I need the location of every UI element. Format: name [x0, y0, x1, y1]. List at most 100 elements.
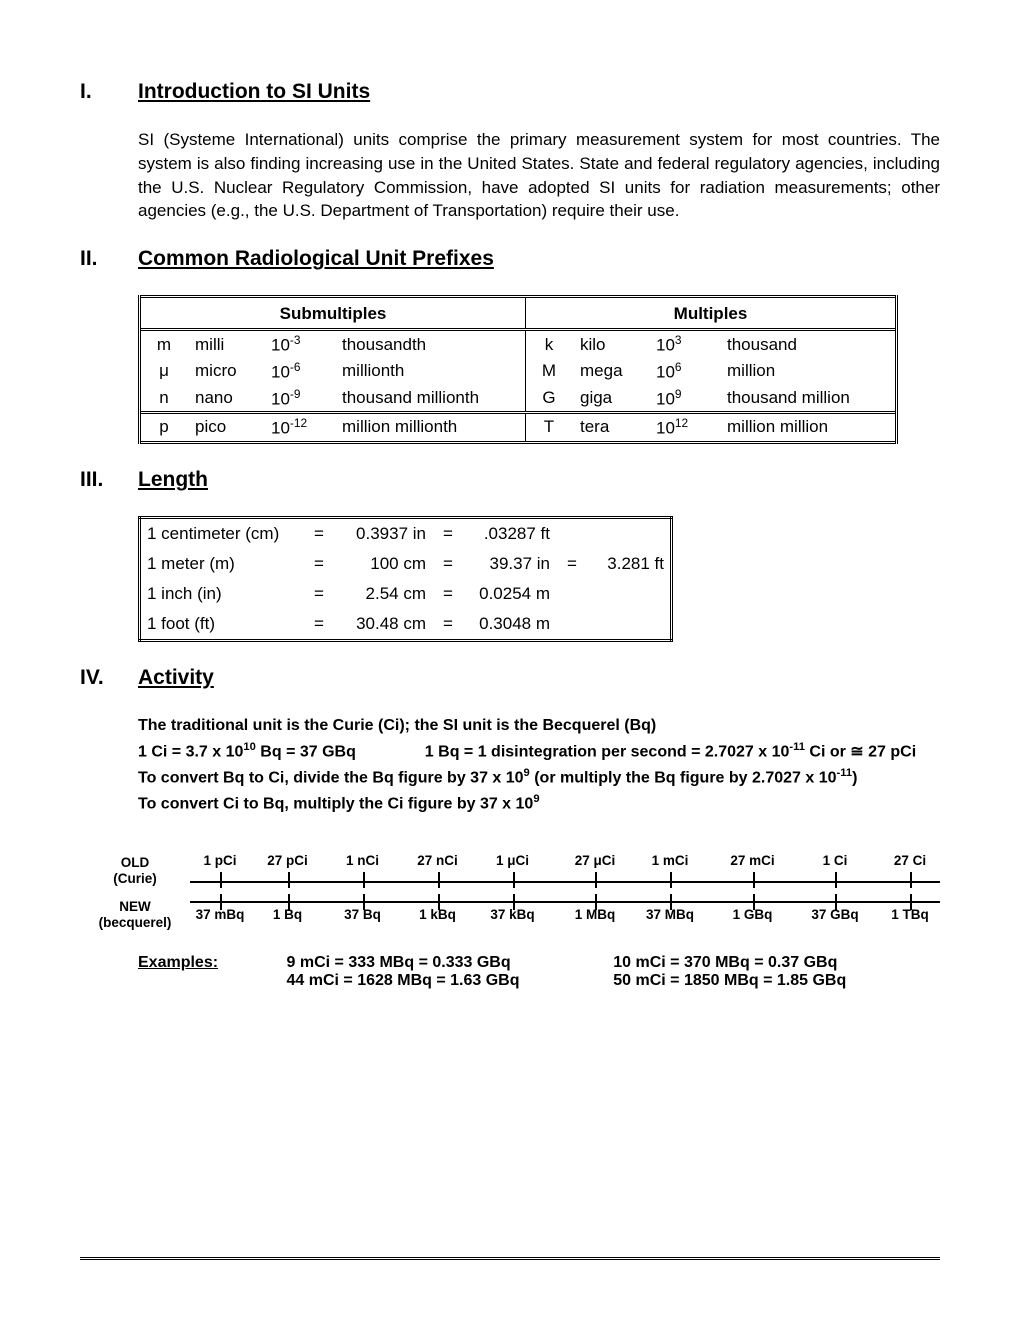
- scale-value-old: 27 μCi: [575, 853, 616, 868]
- scale-tick: [595, 872, 597, 888]
- prefix-power: 109: [648, 385, 719, 413]
- scale-tick: [220, 872, 222, 888]
- heading-prefixes: II. Common Radiological Unit Prefixes: [80, 247, 940, 271]
- length-row: 1 centimeter (cm)=0.3937 in=.03287 ft: [140, 517, 672, 549]
- prefix-symbol: p: [140, 413, 188, 443]
- prefix-word: thousandth: [334, 330, 526, 358]
- heading-title: Common Radiological Unit Prefixes: [138, 247, 494, 271]
- prefix-word: million millionth: [334, 413, 526, 443]
- prefix-power: 106: [648, 358, 719, 385]
- prefix-word: million million: [719, 413, 897, 443]
- prefix-symbol: m: [140, 330, 188, 358]
- prefix-symbol: M: [526, 358, 573, 385]
- scale-value-old: 27 pCi: [267, 853, 308, 868]
- scale-value-old: 1 Ci: [823, 853, 848, 868]
- length-row: 1 inch (in)=2.54 cm=0.0254 m: [140, 579, 672, 609]
- scale-tick: [753, 872, 755, 888]
- scale-value-old: 27 mCi: [730, 853, 774, 868]
- scale-value-old: 1 mCi: [652, 853, 689, 868]
- prefix-word: millionth: [334, 358, 526, 385]
- activity-description: The traditional unit is the Curie (Ci); …: [138, 714, 940, 817]
- scale-tick: [835, 872, 837, 888]
- prefix-symbol: k: [526, 330, 573, 358]
- prefixes-table: Submultiples Multiples mmilli10-3thousan…: [138, 295, 898, 444]
- scale-tick: [513, 872, 515, 888]
- prefix-power: 103: [648, 330, 719, 358]
- prefix-row: mmilli10-3thousandthkkilo103thousand: [140, 330, 897, 358]
- prefix-symbol: μ: [140, 358, 188, 385]
- examples-col-2: 10 mCi = 370 MBq = 0.37 GBq 50 mCi = 185…: [613, 954, 940, 990]
- length-value: 0.3048 m: [464, 609, 556, 641]
- scale-value-new: 37 MBq: [646, 907, 694, 922]
- length-value: [588, 579, 672, 609]
- prefix-word: thousand: [719, 330, 897, 358]
- length-value: 0.0254 m: [464, 579, 556, 609]
- heading-number: I.: [80, 80, 138, 104]
- prefix-power: 10-12: [263, 413, 334, 443]
- scale-value-new: 1 TBq: [891, 907, 929, 922]
- submultiples-header: Submultiples: [140, 297, 526, 330]
- prefix-row: μmicro10-6millionthMmega106million: [140, 358, 897, 385]
- scale-old-label: OLD (Curie): [80, 855, 190, 886]
- prefix-power: 1012: [648, 413, 719, 443]
- prefix-name: giga: [572, 385, 648, 413]
- page: I. Introduction to SI Units SI (Systeme …: [0, 0, 1020, 1320]
- examples-label: Examples:: [138, 954, 287, 990]
- heading-number: II.: [80, 247, 138, 271]
- scale-value-new: 1 kBq: [419, 907, 456, 922]
- prefix-word: thousand million: [719, 385, 897, 413]
- prefix-symbol: G: [526, 385, 573, 413]
- heading-title: Length: [138, 468, 208, 492]
- scale-tick: [438, 872, 440, 888]
- activity-line-2: 1 Ci = 3.7 x 1010 Bq = 37 GBq 1 Bq = 1 d…: [138, 739, 940, 765]
- scale-value-new: 37 Bq: [344, 907, 381, 922]
- length-row: 1 meter (m)=100 cm=39.37 in=3.281 ft: [140, 549, 672, 579]
- scale-value-new: 1 MBq: [575, 907, 616, 922]
- prefix-symbol: n: [140, 385, 188, 413]
- scale-value-new: 37 GBq: [811, 907, 858, 922]
- scale-line: [190, 881, 940, 883]
- length-value: [588, 609, 672, 641]
- examples-col-1: 9 mCi = 333 MBq = 0.333 GBq 44 mCi = 162…: [287, 954, 614, 990]
- scale-value-old: 27 nCi: [417, 853, 458, 868]
- prefix-name: pico: [187, 413, 263, 443]
- scale-line: [190, 901, 940, 903]
- scale-value-new: 1 Bq: [273, 907, 302, 922]
- length-unit: 1 meter (m): [140, 549, 304, 579]
- scale-value-new: 37 kBq: [490, 907, 534, 922]
- activity-line-3: To convert Bq to Ci, divide the Bq figur…: [138, 765, 940, 791]
- length-table: 1 centimeter (cm)=0.3937 in=.03287 ft1 m…: [138, 516, 673, 642]
- scale-tick: [910, 872, 912, 888]
- prefix-name: micro: [187, 358, 263, 385]
- length-unit: 1 centimeter (cm): [140, 517, 304, 549]
- scale-value-old: 27 Ci: [894, 853, 926, 868]
- conversion-scale: OLD (Curie) 1 pCi27 pCi1 nCi27 nCi1 μCi2…: [80, 855, 940, 930]
- scale-tick: [670, 872, 672, 888]
- example-value: 9 mCi = 333 MBq = 0.333 GBq: [287, 954, 614, 972]
- prefix-word: million: [719, 358, 897, 385]
- heading-length: III. Length: [80, 468, 940, 492]
- intro-paragraph: SI (Systeme International) units compris…: [138, 128, 940, 223]
- example-value: 50 mCi = 1850 MBq = 1.85 GBq: [613, 972, 940, 990]
- examples-block: Examples: 9 mCi = 333 MBq = 0.333 GBq 44…: [138, 954, 940, 990]
- length-unit: 1 inch (in): [140, 579, 304, 609]
- length-value: 0.3937 in: [335, 517, 432, 549]
- scale-value-old: 1 μCi: [496, 853, 529, 868]
- prefix-symbol: T: [526, 413, 573, 443]
- length-value: .03287 ft: [464, 517, 556, 549]
- prefix-row: nnano10-9thousand millionthGgiga109thous…: [140, 385, 897, 413]
- heading-title: Activity: [138, 666, 214, 690]
- heading-intro: I. Introduction to SI Units: [80, 80, 940, 104]
- activity-line-4: To convert Ci to Bq, multiply the Ci fig…: [138, 791, 940, 817]
- heading-activity: IV. Activity: [80, 666, 940, 690]
- example-value: 44 mCi = 1628 MBq = 1.63 GBq: [287, 972, 614, 990]
- prefix-power: 10-6: [263, 358, 334, 385]
- heading-number: III.: [80, 468, 138, 492]
- length-value: 100 cm: [335, 549, 432, 579]
- prefix-word: thousand millionth: [334, 385, 526, 413]
- scale-value-old: 1 nCi: [346, 853, 379, 868]
- scale-value-new: 1 GBq: [733, 907, 773, 922]
- prefix-name: mega: [572, 358, 648, 385]
- length-value: 3.281 ft: [588, 549, 672, 579]
- scale-tick: [288, 872, 290, 888]
